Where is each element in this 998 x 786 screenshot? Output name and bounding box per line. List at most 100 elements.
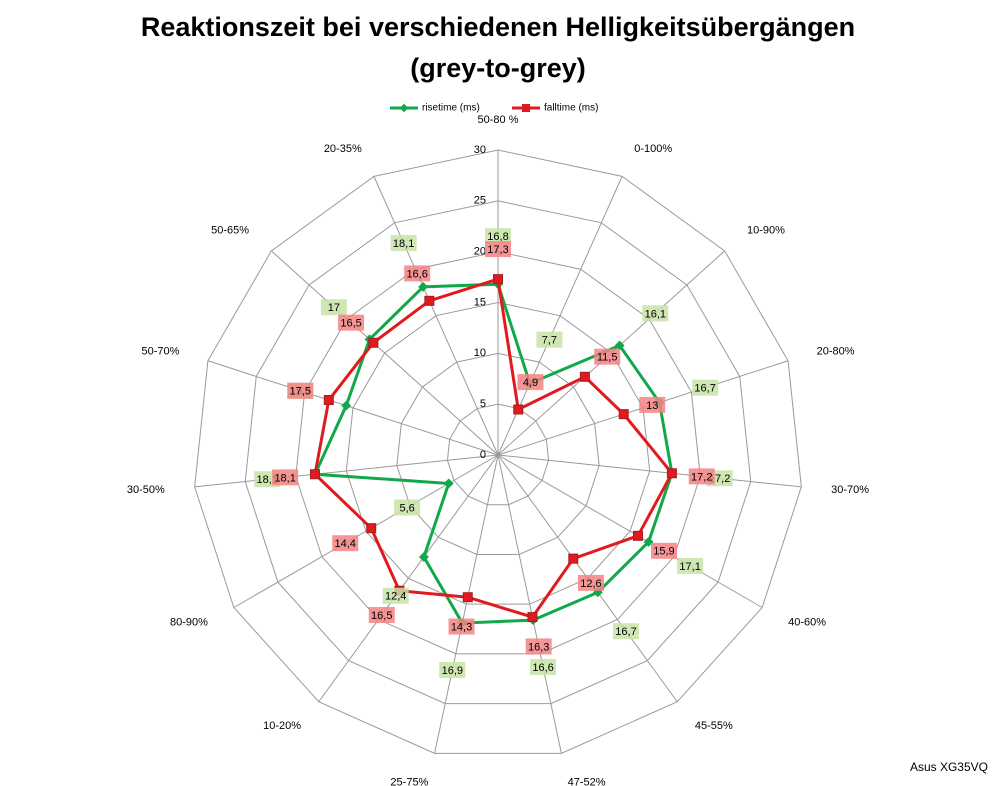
annotation: Asus XG35VQ <box>910 760 988 774</box>
value-label: 16,3 <box>525 638 552 655</box>
value-label: 17,5 <box>287 382 314 399</box>
value-label: 11,5 <box>594 348 621 365</box>
value-label: 12,6 <box>577 574 604 591</box>
value-label-bg <box>517 374 544 391</box>
category-label: 0-100% <box>634 143 672 155</box>
value-label-bg <box>577 574 604 591</box>
data-marker <box>341 400 352 411</box>
category-label: 25-75% <box>390 777 428 786</box>
legend-item: falltime (ms) <box>512 103 598 114</box>
value-label-text: 16,9 <box>442 665 463 677</box>
value-label-text: 18,1 <box>393 238 414 250</box>
data-marker <box>366 523 377 534</box>
data-marker <box>666 468 677 479</box>
value-label-bg <box>439 662 466 679</box>
spoke <box>194 454 499 488</box>
value-label-bg <box>404 265 431 282</box>
value-label-bg <box>536 331 563 348</box>
data-marker <box>309 469 320 480</box>
value-label-bg <box>448 618 475 635</box>
spoke <box>497 454 763 608</box>
value-label-bg <box>688 468 715 485</box>
data-marker <box>443 478 454 489</box>
grid-ring <box>345 301 651 605</box>
value-label-text: 17,2 <box>691 471 712 483</box>
value-label-text: 17 <box>328 302 340 314</box>
value-label: 17,2 <box>688 468 715 485</box>
value-label: 14,3 <box>448 618 475 635</box>
value-label-text: 16,1 <box>645 308 666 320</box>
value-label-text: 16,5 <box>340 318 361 330</box>
value-label-bg <box>613 623 640 640</box>
data-marker <box>493 274 503 285</box>
value-label: 12,4 <box>382 587 409 604</box>
spoke <box>233 454 499 608</box>
value-label-bg <box>650 542 677 559</box>
value-label-text: 12,6 <box>580 578 601 590</box>
data-marker <box>368 337 379 348</box>
value-label: 14,4 <box>332 535 359 552</box>
category-label: 40-60% <box>788 616 826 628</box>
data-marker <box>418 281 429 292</box>
legend-item: risetime (ms) <box>390 103 480 114</box>
value-label: 17,3 <box>485 241 511 258</box>
value-label-text: 14,4 <box>335 538 356 550</box>
value-label-text: 17,1 <box>679 561 700 573</box>
value-label: 5,6 <box>394 499 421 516</box>
value-label-bg <box>390 235 417 252</box>
spoke <box>373 176 499 456</box>
value-label-text: 5,6 <box>399 502 414 514</box>
value-label-text: 15,9 <box>653 546 674 558</box>
axis-tick-label: 25 <box>474 195 486 207</box>
grid-ring <box>295 251 701 655</box>
value-label-bg <box>485 241 511 258</box>
spoke <box>271 250 499 456</box>
value-label: 16,9 <box>439 662 466 679</box>
data-marker <box>618 409 629 420</box>
value-label-text: 16,8 <box>487 231 508 243</box>
value-label-bg <box>642 305 669 322</box>
value-label: 16,1 <box>642 305 669 322</box>
data-marker <box>513 404 524 415</box>
data-marker <box>614 340 625 351</box>
value-label-text: 11,5 <box>597 352 618 364</box>
value-label-bg <box>287 382 314 399</box>
data-marker <box>527 612 538 623</box>
value-label-text: 17,3 <box>487 244 508 256</box>
value-label: 7,7 <box>536 331 563 348</box>
category-label: 30-70% <box>831 484 869 496</box>
value-label: 16,7 <box>613 623 640 640</box>
chart-subtitle: (grey-to-grey) <box>410 53 586 83</box>
value-label-text: 16,6 <box>406 268 427 280</box>
grid-ring <box>446 403 550 506</box>
value-label-text: 16,5 <box>371 610 392 622</box>
legend-label: falltime (ms) <box>544 103 598 114</box>
value-label-bg <box>639 396 666 413</box>
data-marker <box>579 371 590 382</box>
value-label-text: 7,7 <box>542 335 557 347</box>
value-label-bg <box>382 587 409 604</box>
category-label: 20-35% <box>324 143 362 155</box>
value-label: 17 <box>320 299 347 316</box>
value-label: 16,5 <box>368 606 395 623</box>
grid-ring <box>194 149 802 754</box>
data-marker <box>632 530 643 541</box>
category-label: 20-80% <box>817 345 855 357</box>
category-label: 10-90% <box>747 225 785 237</box>
value-label-bg <box>368 606 395 623</box>
series-line <box>313 277 674 619</box>
category-label: 30-50% <box>127 484 165 496</box>
legend-marker <box>399 103 409 113</box>
category-label: 50-70% <box>141 345 179 357</box>
value-label: 16,7 <box>692 379 719 396</box>
value-label-text: 12,4 <box>385 591 406 603</box>
chart-title: Reaktionszeit bei verschiedenen Helligke… <box>141 12 855 42</box>
data-marker <box>462 592 473 603</box>
category-label: 45-55% <box>695 720 733 732</box>
value-label-bg <box>320 299 347 316</box>
axis-tick-label: 5 <box>480 398 486 410</box>
value-label-bg <box>338 314 365 331</box>
value-label-bg <box>594 348 621 365</box>
spoke <box>434 454 499 754</box>
